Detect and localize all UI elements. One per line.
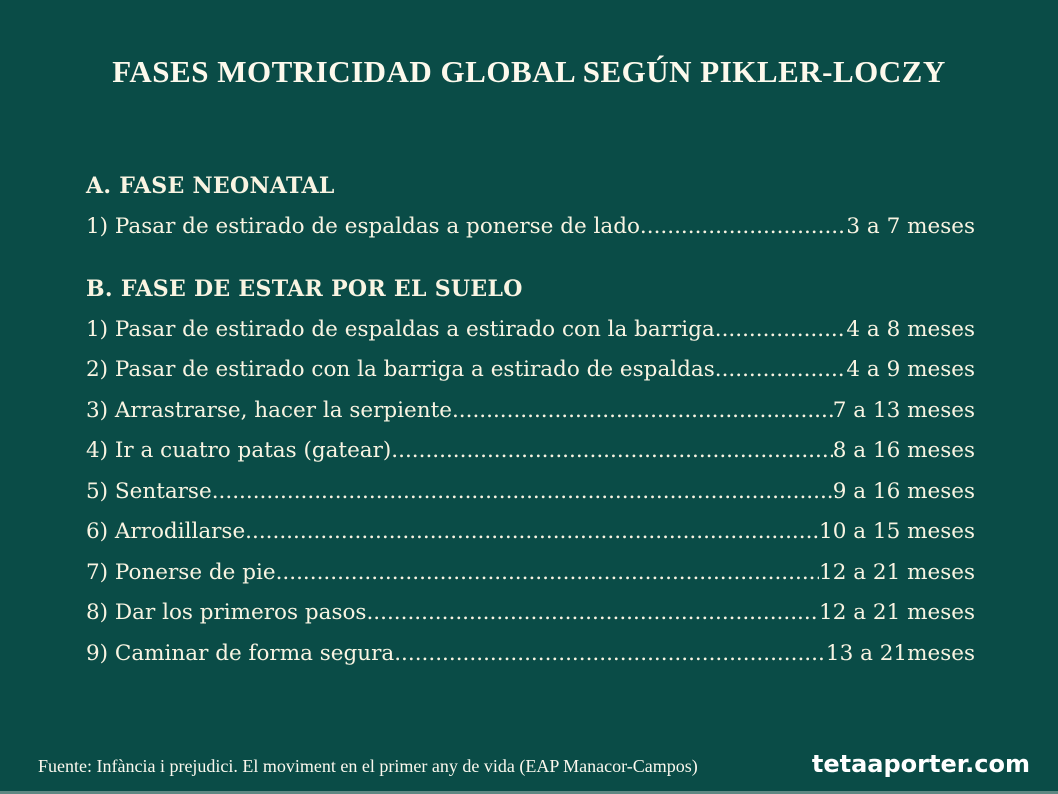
leader-dots: ........................................… xyxy=(639,213,846,239)
leader-dots: ........................................… xyxy=(275,559,820,585)
leader-dots: ........................................… xyxy=(252,519,820,544)
phase-range: 4 a 9 meses xyxy=(846,357,975,382)
phase-row-b1: 1) Pasar de estirado de espaldas a estir… xyxy=(86,310,975,351)
page-title: FASES MOTRICIDAD GLOBAL SEGÚN PIKLER-LOC… xyxy=(112,54,946,89)
phase-label: 3) Arrastrarse, hacer la serpiente xyxy=(86,397,452,423)
leader-dots: ........................................… xyxy=(714,316,847,342)
phase-row-b2: 2) Pasar de estirado con la barriga a es… xyxy=(86,350,975,391)
phase-label: 7) Ponerse de pie xyxy=(86,559,276,585)
phase-range: 4 a 8 meses xyxy=(846,316,975,342)
phase-row-b7: 7) Ponerse de pie ......................… xyxy=(86,553,975,594)
phase-label: 1) Pasar de estirado de espaldas a estir… xyxy=(86,316,715,342)
leader-dots: ........................................… xyxy=(391,438,833,463)
phase-range: 12 a 21 meses xyxy=(819,559,975,585)
phase-label: 4) Ir a cuatro patas (gatear) xyxy=(86,438,392,463)
phase-label: 9) Caminar de forma segura xyxy=(86,640,395,666)
phase-row-b9: 9) Caminar de forma segura .............… xyxy=(86,634,975,675)
phase-row-b6: 6) Arrodillarse. .......................… xyxy=(86,512,975,553)
footer: Fuente: Infància i prejudici. El movimen… xyxy=(38,750,1030,778)
leader-dots: ........................................… xyxy=(451,397,833,423)
leader-dots: ........................................… xyxy=(721,357,847,382)
phase-row-b5: 5) Sentarse ............................… xyxy=(86,472,975,513)
phase-label: 1) Pasar de estirado de espaldas a poner… xyxy=(86,213,640,239)
phase-range: 13 a 21meses xyxy=(825,640,975,666)
phase-label: 8) Dar los primeros pasos xyxy=(86,600,367,625)
phase-row-a1: 1) Pasar de estirado de espaldas a poner… xyxy=(86,207,975,248)
leader-dots: ........................................… xyxy=(211,478,833,504)
phase-range: 10 a 15 meses xyxy=(819,519,975,544)
phase-range: 3 a 7 meses xyxy=(846,213,975,239)
phase-row-b3: 3) Arrastrarse, hacer la serpiente .....… xyxy=(86,391,975,432)
leader-dots: ........................................… xyxy=(394,640,826,666)
section-a-heading: A. FASE NEONATAL xyxy=(86,173,335,199)
leader-dots: ........................................… xyxy=(366,600,819,625)
brand-text: tetaaporter.com xyxy=(811,750,1030,778)
phase-range: 8 a 16 meses xyxy=(832,438,975,463)
phase-list: A. FASE NEONATAL 1) Pasar de estirado de… xyxy=(86,166,975,674)
phase-label: 2) Pasar de estirado con la barriga a es… xyxy=(86,357,722,382)
source-citation: Fuente: Infància i prejudici. El movimen… xyxy=(38,756,698,776)
phase-range: 7 a 13 meses xyxy=(832,397,975,423)
phase-label: 5) Sentarse xyxy=(86,478,212,504)
phase-label: 6) Arrodillarse. xyxy=(86,519,253,544)
bottom-edge-line xyxy=(0,791,1058,794)
section-b-heading: B. FASE DE ESTAR POR EL SUELO xyxy=(86,276,523,302)
phase-row-b4: 4) Ir a cuatro patas (gatear) ..........… xyxy=(86,431,975,472)
phase-row-b8: 8) Dar los primeros pasos ..............… xyxy=(86,593,975,634)
phase-range: 9 a 16 meses xyxy=(832,478,975,504)
phase-range: 12 a 21 meses xyxy=(819,600,975,625)
section-gap xyxy=(86,247,975,269)
